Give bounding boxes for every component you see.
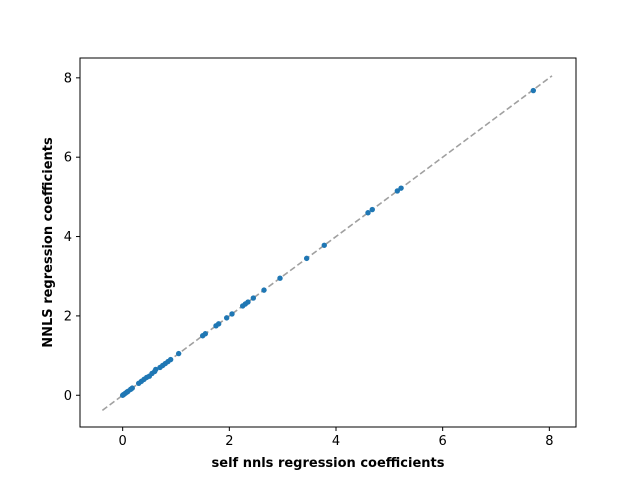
data-point — [223, 315, 230, 321]
data-point — [202, 331, 209, 337]
x-tick-label: 0 — [119, 434, 127, 449]
data-point — [530, 87, 537, 94]
y-axis-label: NNLS regression coefficients — [41, 137, 56, 348]
data-points — [119, 87, 537, 398]
data-point — [365, 210, 371, 216]
data-point — [175, 350, 182, 357]
data-point — [261, 287, 267, 293]
data-point — [215, 321, 222, 327]
y-tick-label: 4 — [64, 230, 72, 245]
y-axis-ticks: 0 2 4 6 8 — [64, 71, 80, 404]
data-point — [303, 255, 310, 262]
plot-frame — [79, 57, 577, 428]
y-tick-label: 2 — [64, 309, 72, 324]
data-point — [250, 295, 257, 301]
data-point — [394, 188, 401, 194]
x-tick-label: 4 — [332, 434, 340, 449]
x-tick-label: 2 — [225, 434, 233, 449]
data-point — [369, 206, 375, 213]
data-point — [153, 366, 159, 373]
data-point — [398, 185, 404, 191]
data-point — [129, 385, 135, 391]
x-tick-label: 6 — [439, 434, 447, 449]
y-tick-label: 8 — [64, 71, 72, 86]
data-point — [229, 311, 235, 317]
x-axis-label: self nnls regression coefficients — [212, 456, 445, 471]
x-axis-ticks: 0 2 4 6 8 — [119, 427, 553, 449]
y-tick-label: 0 — [64, 389, 72, 404]
data-point — [277, 275, 283, 281]
data-point — [245, 299, 251, 305]
x-tick-label: 8 — [545, 434, 553, 449]
y-tick-label: 6 — [64, 151, 72, 166]
data-point — [321, 242, 327, 248]
data-point — [167, 356, 174, 363]
